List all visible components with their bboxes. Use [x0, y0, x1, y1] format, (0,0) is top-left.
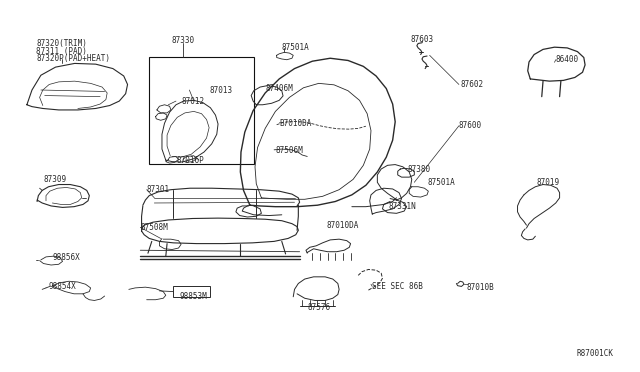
Text: 98853M: 98853M	[180, 292, 207, 301]
Text: SEE SEC 86B: SEE SEC 86B	[372, 282, 423, 291]
Text: 87506M: 87506M	[275, 146, 303, 155]
Text: B7010DA: B7010DA	[279, 119, 312, 128]
Text: 87576: 87576	[307, 303, 330, 312]
Bar	[149, 57, 254, 164]
Text: 87501A: 87501A	[427, 178, 455, 187]
Text: 98854X: 98854X	[49, 282, 76, 291]
Text: 87320(TRIM): 87320(TRIM)	[36, 39, 87, 48]
Text: 87406M: 87406M	[266, 84, 294, 93]
Text: 87010DA: 87010DA	[326, 221, 359, 230]
Text: 87501A: 87501A	[282, 43, 310, 52]
Bar	[173, 286, 211, 297]
Text: 87508M: 87508M	[140, 223, 168, 232]
Text: 86400: 86400	[556, 55, 579, 64]
Text: 87600: 87600	[459, 121, 482, 130]
Text: 87309: 87309	[44, 175, 67, 184]
Text: 87320P(PAD+HEAT): 87320P(PAD+HEAT)	[36, 54, 111, 63]
Text: 98856X: 98856X	[52, 253, 80, 263]
Text: 87010B: 87010B	[467, 283, 494, 292]
Text: 87380: 87380	[408, 165, 431, 174]
Text: 87311 (PAD): 87311 (PAD)	[36, 47, 87, 56]
Text: 87331N: 87331N	[389, 202, 417, 211]
Text: 87019: 87019	[537, 178, 560, 187]
Text: 87330: 87330	[172, 36, 195, 45]
Text: R87001CK: R87001CK	[576, 350, 613, 359]
Text: 87301: 87301	[147, 185, 170, 194]
Text: 87602: 87602	[460, 80, 483, 89]
Text: 87016P: 87016P	[176, 155, 204, 165]
Text: 87013: 87013	[210, 86, 233, 94]
Text: 87012: 87012	[181, 97, 204, 106]
Text: 87603: 87603	[410, 35, 433, 44]
